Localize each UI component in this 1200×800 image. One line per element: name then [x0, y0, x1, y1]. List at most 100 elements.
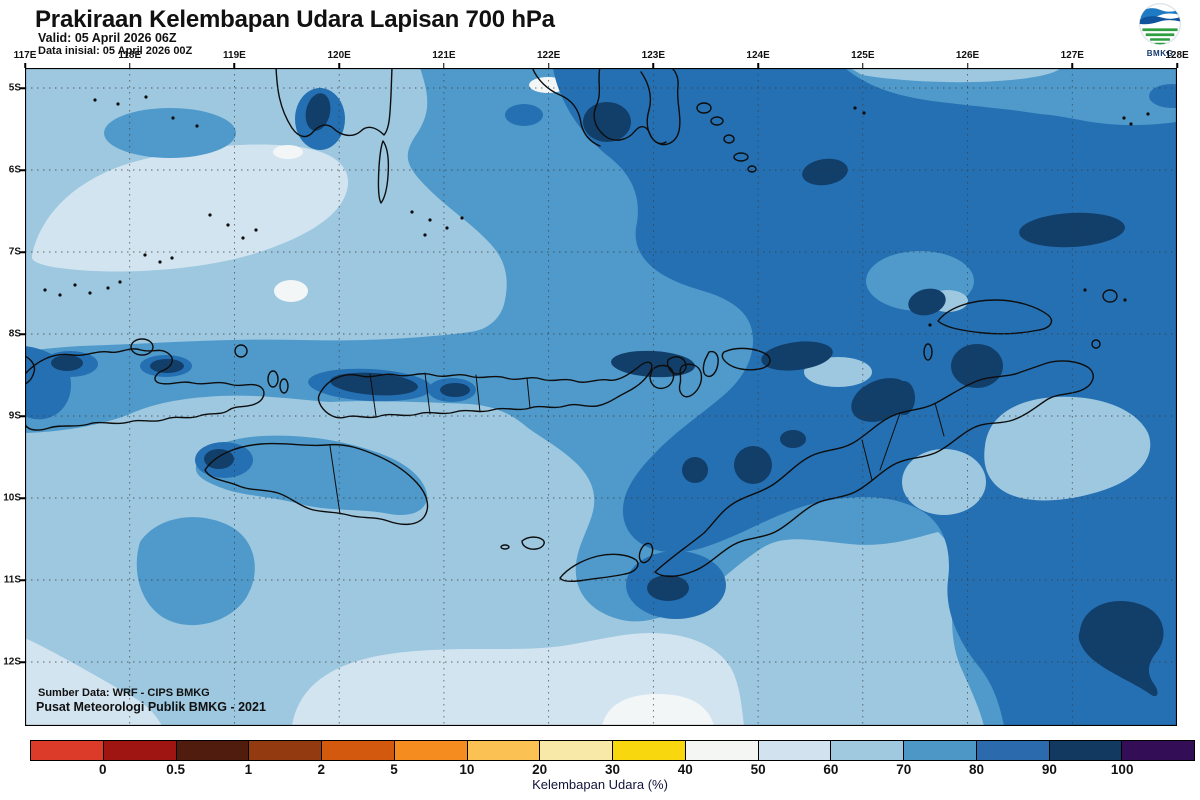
lat-tick — [20, 251, 25, 253]
contour-90-100-flores — [440, 383, 470, 397]
lat-label: 12S — [3, 656, 21, 668]
contour-90-100-selayar — [583, 102, 631, 142]
colorbar-cell — [249, 741, 322, 760]
lon-tick — [1071, 63, 1074, 68]
island-sangeang — [234, 344, 248, 358]
lon-label: 126E — [955, 50, 980, 61]
lon-label: 121E — [432, 50, 456, 61]
contour-60-70-top-strip — [850, 68, 1060, 83]
publisher-line: Pusat Meteorologi Publik BMKG - 2021 — [36, 700, 266, 714]
colorbar-tick-label: 50 — [750, 762, 766, 777]
contour-80-90-spot — [505, 104, 543, 126]
lat-label: 6S — [8, 164, 21, 176]
colorbar-cell — [758, 741, 832, 760]
contour-90-100-timor — [780, 430, 806, 448]
lon-tick — [862, 63, 864, 68]
contour-90-100-alor — [761, 341, 833, 371]
contour-90-100-wetar — [908, 288, 946, 316]
island-atauro — [923, 343, 933, 361]
contour-60-70-se-timor — [902, 449, 986, 515]
island-semau — [638, 542, 654, 564]
lon-label: 117E — [13, 50, 37, 61]
island-sumba — [204, 442, 429, 526]
colorbar-cell — [176, 741, 250, 760]
island-rinca — [279, 378, 289, 394]
bmkg-logo-icon — [1139, 3, 1181, 45]
lat-tick — [20, 415, 25, 417]
colorbar-cell — [1049, 741, 1123, 760]
island-buton — [640, 68, 681, 146]
bmkg-logo-text: BMKG — [1146, 49, 1174, 58]
island-wakatobi — [710, 116, 724, 126]
island-south-sulawesi — [275, 68, 393, 138]
colorbar-tick-label: 0 — [99, 762, 107, 777]
contour-80-90-ne-corner — [1149, 84, 1177, 108]
lat-tick — [20, 87, 25, 89]
lat-tick — [20, 169, 25, 171]
colorbar-tick-label: 90 — [1041, 762, 1057, 777]
lon-label: 122E — [536, 50, 561, 61]
island-pantar — [702, 350, 719, 378]
island-solor — [666, 356, 687, 375]
contour-40-50-spot — [273, 145, 303, 159]
lon-tick — [757, 63, 759, 68]
lon-label: 127E — [1060, 50, 1084, 61]
lon-tick — [966, 63, 969, 68]
lon-tick — [233, 63, 236, 68]
colorbar-tick-label: 10 — [459, 762, 475, 777]
humidity-map-canvas — [25, 68, 1177, 726]
lat-tick — [20, 661, 25, 663]
colorbar-cell — [904, 741, 977, 760]
lat-label: 9S — [8, 410, 21, 422]
contour-90-100-savu — [682, 457, 708, 483]
contour-90-100-sumba-tip — [204, 449, 234, 469]
colorbar-cell — [1122, 741, 1194, 760]
bmkg-logo: BMKG — [1134, 2, 1186, 58]
colorbar-tick-label: 5 — [390, 762, 398, 777]
lon-tick — [443, 63, 445, 68]
contour-90-100-timor-n — [893, 381, 915, 415]
flores-internal-borders — [369, 372, 531, 417]
island-sumbawa — [25, 348, 265, 431]
colorbar-tick-label: 20 — [532, 762, 548, 777]
colorbar-tick-label: 100 — [1110, 762, 1134, 777]
valid-time-label: Valid: 05 April 2026 06Z — [38, 31, 177, 45]
island-adonara — [649, 364, 675, 390]
contour-90-100-sumbawa — [51, 355, 83, 371]
lat-tick — [20, 497, 25, 499]
colorbar-cell — [831, 741, 904, 760]
colorbar-cell — [685, 741, 759, 760]
colorbar-cell — [322, 741, 395, 760]
lat-label: 5S — [8, 82, 21, 94]
island-timor — [654, 360, 1094, 578]
lon-label: 128E — [1165, 50, 1189, 61]
contour-90-100-flores — [330, 372, 418, 396]
island-rote — [559, 553, 639, 583]
contour-90-100-spot — [802, 158, 848, 186]
contour-70-80-sw-blob — [136, 517, 255, 626]
lon-label: 125E — [851, 50, 875, 61]
colorbar-cell — [540, 741, 613, 760]
island-lembata — [678, 363, 703, 398]
sumba-internal-border — [329, 445, 341, 515]
colorbar-tick-label: 0.5 — [166, 762, 186, 777]
lon-label: 124E — [746, 50, 770, 61]
contour-50-60-sw — [25, 638, 162, 726]
contour-90-100-sw-rote-core — [647, 575, 689, 601]
contour-fills — [25, 68, 1177, 726]
colorbar-cell — [31, 741, 104, 760]
contour-90-100-timor — [734, 446, 772, 484]
island-komodo — [267, 370, 279, 388]
lon-tick — [1176, 63, 1178, 68]
island-sawu — [521, 536, 545, 550]
colorbar-tick-label: 2 — [317, 762, 326, 777]
colorbar-tick-label: 40 — [677, 762, 693, 777]
island-raijua — [500, 544, 510, 550]
island-flores — [317, 361, 653, 419]
lat-label: 8S — [8, 328, 21, 340]
islet-dots — [43, 95, 1150, 327]
island-wetar — [937, 299, 1053, 335]
lat-tick — [20, 333, 25, 335]
lat-label: 10S — [3, 492, 21, 504]
lat-label: 7S — [8, 246, 21, 258]
